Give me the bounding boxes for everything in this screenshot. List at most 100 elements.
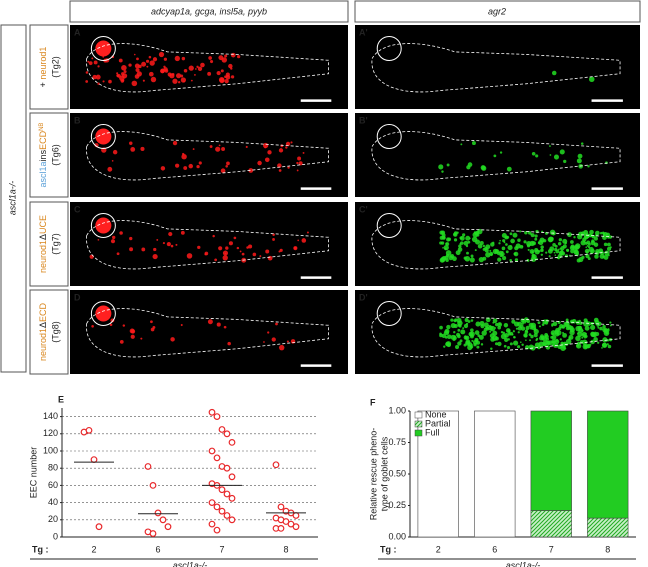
cell-dot <box>166 242 171 247</box>
cell-dot <box>471 141 476 146</box>
cell-dot <box>459 235 465 241</box>
cell-dot <box>603 255 609 260</box>
cell-dot <box>609 321 612 324</box>
cell-dot <box>575 325 581 332</box>
cell-dot <box>123 70 127 74</box>
cell-dot <box>602 337 608 343</box>
cell-dot <box>553 154 560 160</box>
cell-dot <box>150 76 157 83</box>
cell-dot <box>558 238 563 242</box>
cell-dot <box>589 229 594 235</box>
eec-point <box>208 447 216 455</box>
cell-dot <box>438 164 444 170</box>
cell-dot <box>588 233 593 238</box>
cell-dot <box>551 338 557 344</box>
cell-dot <box>490 337 495 342</box>
cell-dot <box>477 243 483 249</box>
gut-outline <box>371 308 621 358</box>
cell-dot <box>476 345 480 349</box>
cell-dot <box>548 255 551 258</box>
cell-dot <box>97 238 100 241</box>
y-tick-label: 140 <box>43 411 58 421</box>
cell-dot <box>502 256 507 261</box>
cell-dot <box>512 330 515 333</box>
row-label-box <box>29 24 69 110</box>
x-tick-label: 2 <box>91 544 96 554</box>
cell-dot <box>498 242 501 245</box>
cell-dot <box>457 320 463 326</box>
cell-dot <box>539 335 544 341</box>
cell-dot <box>555 339 560 344</box>
cell-dot <box>531 251 534 254</box>
cell-dot <box>530 256 537 262</box>
eec-point <box>90 456 98 464</box>
cell-dot <box>489 330 492 333</box>
cell-dot <box>578 231 584 237</box>
cell-dot <box>146 65 149 68</box>
cell-dot <box>503 241 506 244</box>
cell-dot <box>171 73 175 76</box>
cell-dot <box>287 166 290 169</box>
cell-dot <box>469 257 475 263</box>
cell-dot <box>150 327 155 332</box>
cell-dot <box>484 248 489 253</box>
cell-dot <box>452 256 457 262</box>
gut-outline <box>86 308 329 358</box>
cell-dot <box>492 248 499 255</box>
cell-dot <box>509 342 513 346</box>
cell-dot <box>523 240 527 244</box>
cell-dot <box>264 146 267 149</box>
cell-dot <box>148 55 152 59</box>
cell-dot <box>447 334 452 340</box>
cell-dot <box>459 242 462 245</box>
cell-dot <box>489 249 492 252</box>
row-sub: (Tg8) <box>50 321 60 343</box>
cell-dot <box>180 77 187 83</box>
x-tick-label: 8 <box>283 544 288 554</box>
cell-dot <box>439 241 443 245</box>
cell-dot <box>548 236 554 242</box>
cell-dot <box>559 338 562 341</box>
cell-dot <box>607 254 610 257</box>
cell-dot <box>450 322 456 329</box>
cell-dot <box>465 235 471 241</box>
cell-dot <box>183 166 188 170</box>
cell-dot <box>534 248 539 253</box>
eec-point <box>228 473 236 481</box>
cell-dot <box>563 321 569 328</box>
cell-dot <box>228 63 233 69</box>
row-label-part: ins <box>38 149 48 161</box>
row-label: ascl1ainsECDNB <box>38 123 48 188</box>
cell-dot <box>218 76 225 83</box>
cell-dot <box>446 342 452 348</box>
cell-dot <box>586 240 591 245</box>
cell-dot <box>180 230 185 235</box>
cell-dot <box>278 169 282 172</box>
cell-dot <box>477 230 480 233</box>
cell-dot <box>221 147 226 151</box>
cell-dot <box>551 70 557 76</box>
cell-dot <box>196 164 200 169</box>
cell-dot <box>116 252 120 256</box>
cell-dot <box>471 339 474 343</box>
islet <box>95 305 112 322</box>
cell-dot <box>485 317 491 323</box>
cell-dot <box>212 234 215 238</box>
cell-dot <box>207 71 212 76</box>
cell-dot <box>481 165 487 171</box>
panel-letter: D <box>74 292 81 302</box>
cell-dot <box>302 151 305 154</box>
cell-dot <box>149 60 155 66</box>
cell-dot <box>564 242 567 245</box>
eec-point <box>149 530 157 537</box>
cell-dot <box>561 342 566 347</box>
islet-ring <box>90 213 116 239</box>
cell-dot <box>603 242 608 247</box>
cell-dot <box>218 144 221 147</box>
row-label-box <box>29 112 69 198</box>
eec-point <box>213 413 221 421</box>
cell-dot <box>85 80 89 83</box>
cell-dot <box>496 251 501 256</box>
cell-dot <box>148 71 154 77</box>
cell-dot <box>582 343 589 350</box>
